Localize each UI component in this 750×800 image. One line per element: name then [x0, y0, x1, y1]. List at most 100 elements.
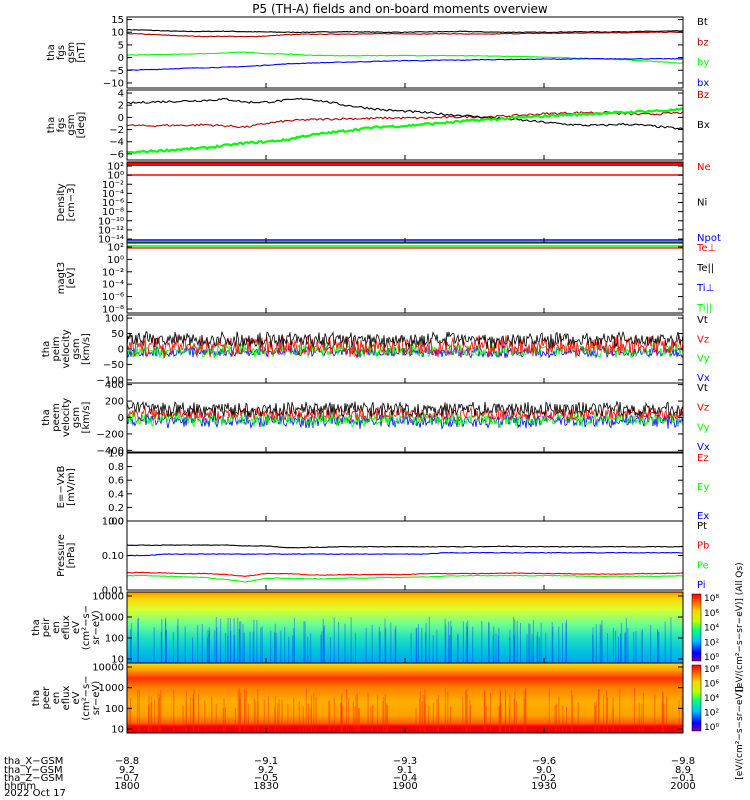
x-row-label: tha_X−GSM	[4, 756, 63, 767]
legend-entry: Vz	[697, 334, 709, 345]
y-axis-label: velocity	[61, 398, 72, 437]
y-axis-label: [nPa]	[66, 542, 77, 568]
series-line-peem	[126, 406, 684, 422]
y-axis-label: fgs	[56, 117, 67, 132]
y-axis-label: Pressure	[56, 534, 67, 577]
y-axis-label: tha	[31, 619, 42, 635]
y-tick-label: −2	[109, 125, 124, 136]
y-tick-label: 0.8	[108, 462, 124, 473]
y-axis-label: eflux	[61, 686, 72, 711]
legend-entry: Vy	[697, 422, 710, 433]
series-line-fgs	[126, 57, 684, 71]
y-axis-label: (cm²−s−	[81, 675, 92, 720]
panel-peer_spec: 10⁸ 10⁶ 10⁴ 10² 10⁰ [eV/(cm²−s−sr−eV)] 10000 10…	[31, 662, 745, 780]
series-line-fgs	[126, 31, 684, 38]
x-tick-y: 9.1	[397, 765, 413, 776]
colorbar-tick-label: 10⁶	[704, 609, 719, 619]
y-axis-label: (cm²−s−	[81, 605, 92, 650]
spectrogram-peir_spec	[127, 592, 683, 663]
panel-peir_spec: 10⁸ 10⁶ 10⁴ 10² 10⁰ [eV/(cm²−s−sr−eV)] (All Q…	[31, 562, 745, 691]
colorbar-scale	[691, 664, 702, 732]
y-tick-label: 10000	[92, 663, 124, 674]
y-axis-label: tha	[46, 117, 57, 133]
series-line-fgs_angle	[126, 107, 684, 154]
y-axis-label: [km/s]	[81, 401, 92, 433]
legend-entry: Vx	[697, 373, 710, 384]
y-tick-label: 0	[118, 53, 124, 64]
y-axis-label: magt3	[56, 262, 67, 295]
y-axis-label: sr−eV)	[91, 681, 102, 716]
legend-entry: Ez	[697, 453, 709, 464]
legend-entry: Pi	[697, 580, 706, 591]
figure-title: P5 (TH-A) fields and on-board moments ov…	[252, 2, 548, 16]
y-tick-label: 10⁻¹²	[98, 225, 124, 236]
y-tick-label: 10	[111, 725, 124, 736]
series-line-fgs_angle	[126, 97, 684, 130]
x-row-label: hhmm	[4, 781, 36, 792]
y-tick-label: 100	[105, 314, 124, 325]
legend-entry: Ti||	[696, 303, 712, 314]
x-tick-z: −0.4	[393, 773, 417, 784]
y-axis-label: en	[51, 621, 62, 634]
y-axis-label: en	[51, 692, 62, 705]
y-tick-label: −100	[97, 375, 124, 386]
x-tick-z: −0.1	[671, 773, 695, 784]
y-tick-label: 15	[111, 15, 124, 26]
y-tick-label: 10²	[107, 162, 124, 173]
plot-frame-pressure	[126, 520, 684, 591]
y-axis-label: tha	[31, 690, 42, 706]
y-axis-label: [mV/m]	[66, 468, 77, 506]
legend-entry: Te⊥	[696, 243, 716, 254]
x-tick-x: −8.8	[115, 756, 139, 767]
colorbar-tick-label: 10⁶	[704, 680, 719, 690]
y-tick-label: −50	[103, 360, 124, 371]
y-axis-label: tha	[41, 341, 52, 357]
y-tick-label: 0.4	[108, 489, 124, 500]
y-tick-label: −200	[97, 429, 124, 440]
y-axis-label: Density	[56, 183, 67, 221]
legend-entry: Te||	[696, 263, 714, 274]
x-tick-hhmm: 1800	[114, 781, 139, 792]
series-line-pressure	[126, 571, 684, 577]
y-tick-label: 1000	[99, 683, 124, 694]
plot-frame-efield	[126, 452, 684, 522]
x-row-label: tha_Z−GSM	[4, 773, 63, 784]
x-axis-labels: tha_X−GSMtha_Y−GSMtha_Z−GSMhhmm−8.89.2−0…	[4, 756, 696, 792]
y-tick-label: 10⁻⁸	[102, 207, 124, 218]
colorbar-scale	[691, 593, 702, 662]
colorbar-tick-label: 10⁸	[704, 594, 719, 604]
x-tick-y: 8.9	[675, 765, 691, 776]
x-row-label: tha_Y−GSM	[4, 765, 63, 776]
y-axis-label: peem	[51, 403, 62, 431]
x-tick-y: 9.0	[536, 765, 552, 776]
y-axis-label: gsm	[71, 338, 82, 359]
colorbar-tick-label: 10⁸	[704, 665, 719, 675]
y-tick-label: 10⁰	[107, 255, 124, 266]
legend-entry: Ne	[697, 162, 711, 173]
x-tick-x: −9.3	[393, 756, 417, 767]
legend-entry: Vt	[697, 383, 708, 394]
series-line-peim	[126, 330, 684, 350]
y-tick-label: 0	[118, 413, 124, 424]
series-line-fgs	[126, 51, 684, 64]
y-axis-label: tha	[46, 44, 57, 60]
legend-entry: Vy	[697, 354, 710, 365]
colorbar-tick-label: 10⁰	[704, 653, 719, 663]
y-tick-label: 10⁻⁸	[102, 305, 124, 316]
x-tick-z: −0.2	[532, 773, 556, 784]
legend-entry: Vt	[697, 315, 708, 326]
y-tick-label: 0	[118, 113, 124, 124]
y-axis-label: sr−eV)	[91, 610, 102, 645]
y-axis-label: peim	[51, 336, 62, 361]
colorbar-label: [eV/(cm²−s−sr−eV)]	[735, 686, 745, 780]
legend-entry: Bt	[697, 17, 708, 28]
y-tick-label: 100	[105, 704, 124, 715]
x-tick-x: −9.6	[532, 756, 556, 767]
y-tick-label: 5	[118, 40, 124, 51]
y-tick-label: 10⁻⁴	[102, 189, 124, 200]
y-tick-label: −400	[97, 446, 124, 457]
legend-entry: Bx	[697, 120, 710, 131]
